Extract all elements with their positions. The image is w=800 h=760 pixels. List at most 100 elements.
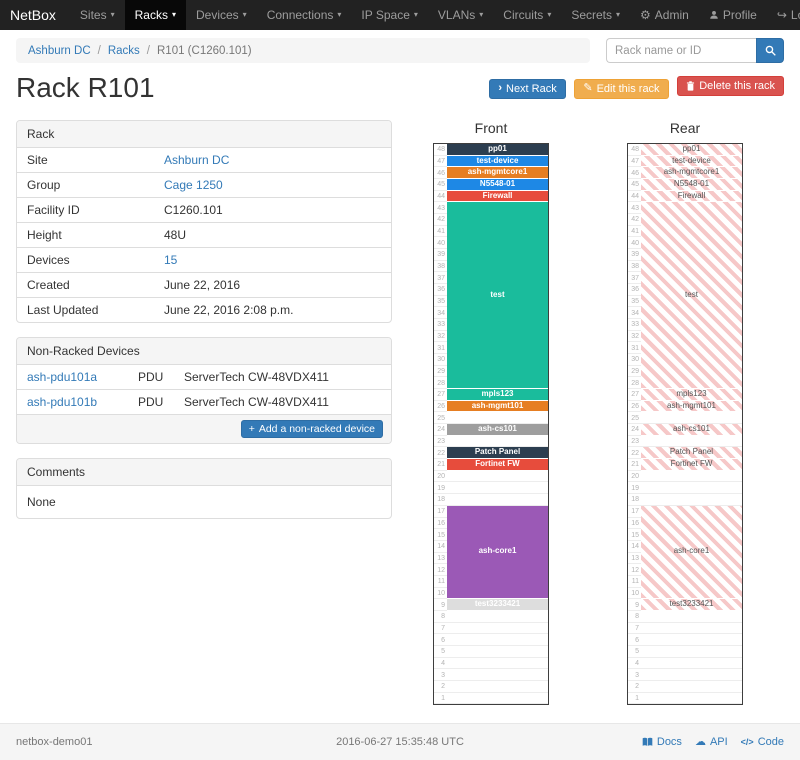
device-front-test-device[interactable]: test-device xyxy=(447,155,548,168)
unit-number: 8 xyxy=(635,613,639,621)
rack-unit-rear-2: 2 xyxy=(628,681,742,693)
device-rear-test[interactable]: test xyxy=(641,202,742,389)
footer-link-docs[interactable]: Docs xyxy=(642,736,682,748)
unit-number: 37 xyxy=(437,274,445,282)
rack-info-row-site: Site Ashburn DC xyxy=(17,148,391,172)
device-rear-firewall[interactable]: Firewall xyxy=(641,190,742,203)
device-rear-ash-core1[interactable]: ash-core1 xyxy=(641,505,742,599)
footer-link-code[interactable]: </> Code xyxy=(741,736,784,748)
search-input[interactable] xyxy=(606,38,756,63)
unit-number: 3 xyxy=(635,671,639,679)
rack-unit-front-27: 27 xyxy=(434,389,548,401)
info-value[interactable]: 15 xyxy=(164,253,178,267)
rack-unit-front-46: 46 xyxy=(434,167,548,179)
device-rear-fortinet-fw[interactable]: Fortinet FW xyxy=(641,459,742,471)
rack-unit-rear-8: 8 xyxy=(628,611,742,623)
device-front-pp01[interactable]: pp01 xyxy=(447,144,548,156)
device-front-ash-cs101[interactable]: ash-cs101 xyxy=(447,424,548,436)
rack-unit-front-38: 38 xyxy=(434,261,548,273)
unit-number: 19 xyxy=(631,484,639,492)
delete-rack-button[interactable]: Delete this rack xyxy=(677,76,784,96)
device-name-link[interactable]: ash-pdu101a xyxy=(27,370,98,384)
device-name-link[interactable]: ash-pdu101b xyxy=(27,395,98,409)
nav-item-connections[interactable]: Connections ▾ xyxy=(257,0,352,30)
unit-number: 17 xyxy=(437,508,445,516)
nav-item-label: Profile xyxy=(722,8,757,22)
info-value: June 22, 2016 2:08 p.m. xyxy=(164,303,294,317)
next-rack-button[interactable]: › Next Rack xyxy=(489,78,566,99)
device-front-fortinet-fw[interactable]: Fortinet FW xyxy=(447,459,548,471)
nav-item-profile[interactable]: Profile xyxy=(699,0,767,30)
device-rear-pp01[interactable]: pp01 xyxy=(641,144,742,156)
device-front-patch-panel[interactable]: Patch Panel xyxy=(447,447,548,459)
device-rear-mpls123[interactable]: mpls123 xyxy=(641,389,742,401)
rack-unit-front-9: 9 xyxy=(434,599,548,611)
rack-unit-rear-36: 36 xyxy=(628,284,742,296)
device-front-ash-core1[interactable]: ash-core1 xyxy=(447,505,548,599)
caret-down-icon: ▾ xyxy=(242,10,247,19)
nav-item-sites[interactable]: Sites ▾ xyxy=(70,0,125,30)
nonracked-panel: Non-Racked Devices ash-pdu101a PDU ServerT… xyxy=(16,337,392,445)
breadcrumb-link-racks[interactable]: Racks xyxy=(107,44,140,57)
device-rear-patch-panel[interactable]: Patch Panel xyxy=(641,447,742,459)
nav-item-racks[interactable]: Racks ▾ xyxy=(124,0,186,30)
add-nonracked-device-button[interactable]: + Add a non-racked device xyxy=(240,420,383,439)
rack-info-row-created: Created June 22, 2016 xyxy=(17,272,391,297)
nav-item-secrets[interactable]: Secrets ▾ xyxy=(561,0,630,30)
unit-number: 25 xyxy=(631,414,639,422)
navbar: NetBox Sites ▾ Racks ▾ Devices ▾ Connections ▾ I… xyxy=(0,0,800,30)
device-rear-test-device[interactable]: test-device xyxy=(641,155,742,168)
nav-item-logout[interactable]: ↪ Log out xyxy=(767,0,800,30)
device-front-n5548-01[interactable]: N5548-01 xyxy=(447,179,548,191)
footer-link-api[interactable]: ☁ API xyxy=(695,736,728,748)
unit-number: 38 xyxy=(631,263,639,271)
nav-item-circuits[interactable]: Circuits ▾ xyxy=(493,0,561,30)
device-rear-n5548-01[interactable]: N5548-01 xyxy=(641,179,742,191)
device-front-ash-mgmt101[interactable]: ash-mgmt101 xyxy=(447,400,548,413)
device-type: ServerTech CW-48VDX411 xyxy=(184,395,329,409)
rack-unit-rear-13: 13 xyxy=(628,553,742,565)
rack-info-row-last-updated: Last Updated June 22, 2016 2:08 p.m. xyxy=(17,297,391,322)
device-front-firewall[interactable]: Firewall xyxy=(447,190,548,203)
device-front-ash-mgmtcore1[interactable]: ash-mgmtcore1 xyxy=(447,167,548,179)
nav-item-admin[interactable]: ⚙ Admin xyxy=(630,0,699,30)
unit-number: 24 xyxy=(631,426,639,434)
page-footer: netbox-demo01 2016-06-27 15:35:48 UTC Do… xyxy=(0,723,800,760)
nav-item-label: Log out xyxy=(790,8,800,22)
device-role: PDU xyxy=(138,370,164,384)
unit-number: 15 xyxy=(437,531,445,539)
unit-number: 8 xyxy=(441,613,445,621)
device-rear-test3233421[interactable]: test3233421 xyxy=(641,599,742,611)
rack-unit-front-7: 7 xyxy=(434,623,548,635)
nav-item-vlans[interactable]: VLANs ▾ xyxy=(428,0,493,30)
rack-unit-rear-21: 21 xyxy=(628,459,742,471)
device-front-test3233421[interactable]: test3233421 xyxy=(447,599,548,611)
search-button[interactable] xyxy=(756,38,784,63)
cloud-icon: ☁ xyxy=(694,735,706,748)
unit-number: 15 xyxy=(631,531,639,539)
rack-unit-rear-25: 25 xyxy=(628,412,742,424)
unit-number: 30 xyxy=(631,356,639,364)
breadcrumb-link-site[interactable]: Ashburn DC xyxy=(28,44,91,57)
rack-unit-front-25: 25 xyxy=(434,412,548,424)
device-rear-ash-mgmt101[interactable]: ash-mgmt101 xyxy=(641,400,742,413)
device-rear-ash-cs101[interactable]: ash-cs101 xyxy=(641,424,742,436)
caret-down-icon: ▾ xyxy=(110,10,115,19)
device-front-test[interactable]: test xyxy=(447,202,548,389)
nav-item-ip-space[interactable]: IP Space ▾ xyxy=(351,0,428,30)
device-rear-ash-mgmtcore1[interactable]: ash-mgmtcore1 xyxy=(641,167,742,179)
rack-unit-front-19: 19 xyxy=(434,482,548,494)
rack-unit-front-47: 47 xyxy=(434,156,548,168)
edit-rack-button[interactable]: ✎ Edit this rack xyxy=(574,78,669,99)
nav-item-devices[interactable]: Devices ▾ xyxy=(186,0,257,30)
unit-number: 23 xyxy=(437,438,445,446)
info-value[interactable]: Ashburn DC xyxy=(164,153,230,167)
brand-logo[interactable]: NetBox xyxy=(10,7,56,23)
unit-number: 47 xyxy=(631,158,639,165)
device-front-mpls123[interactable]: mpls123 xyxy=(447,389,548,401)
rack-unit-front-11: 11 xyxy=(434,576,548,588)
unit-number: 6 xyxy=(441,636,445,644)
info-value[interactable]: Cage 1250 xyxy=(164,178,223,192)
info-label: Facility ID xyxy=(27,203,80,217)
device-type: ServerTech CW-48VDX411 xyxy=(184,370,329,384)
